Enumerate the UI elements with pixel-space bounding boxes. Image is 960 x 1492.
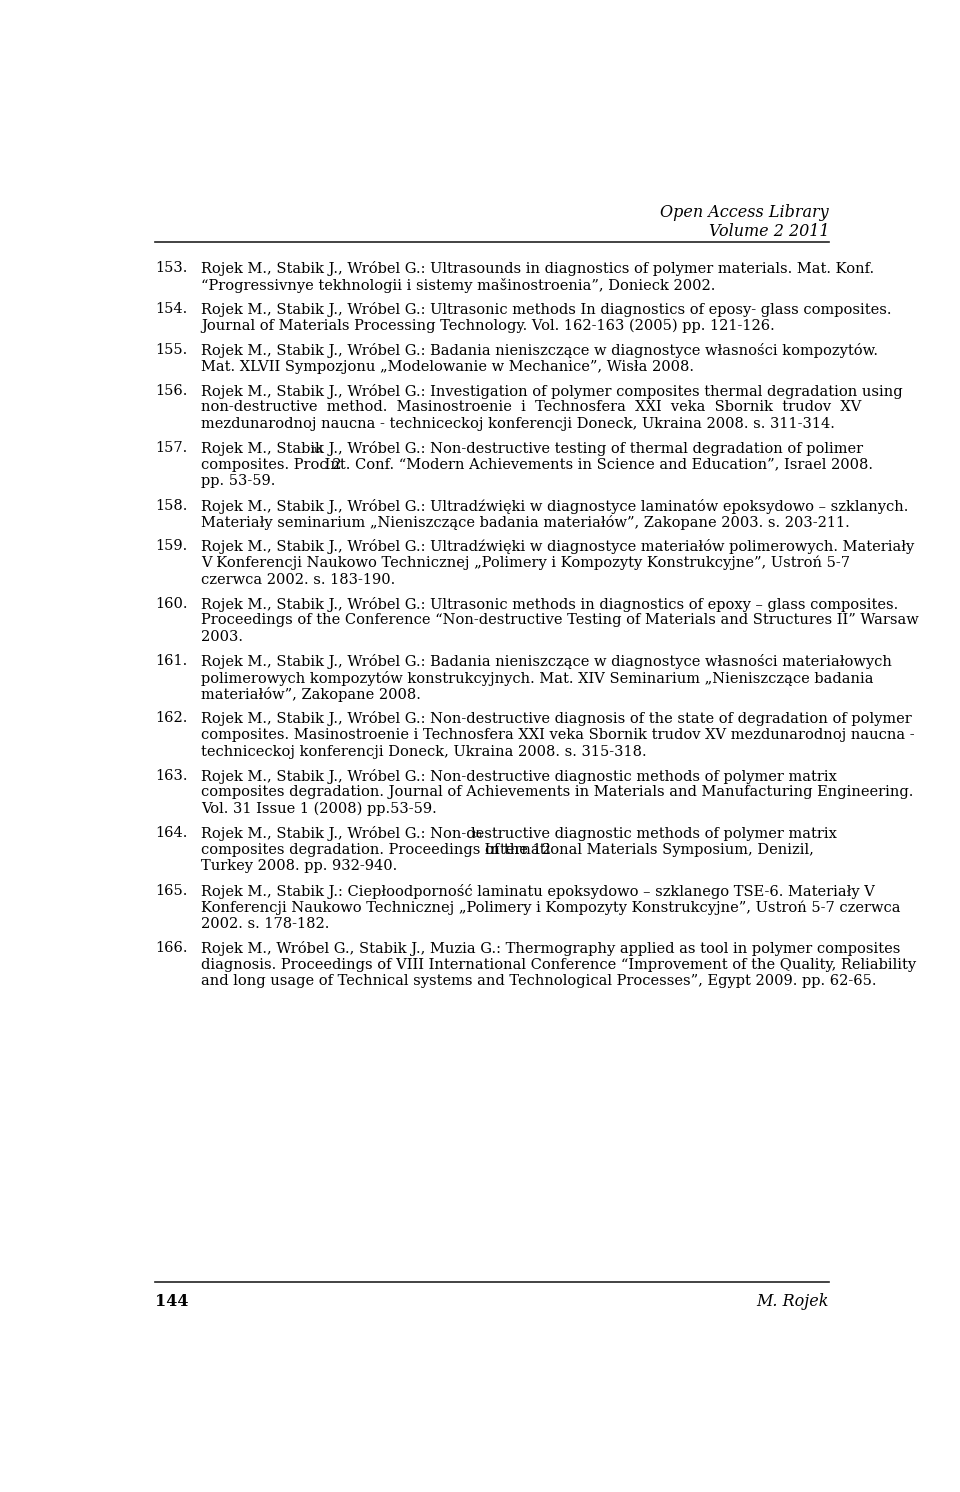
Text: M. Rojek: M. Rojek xyxy=(756,1294,829,1310)
Text: Rojek M., Wróbel G., Stabik J., Muzia G.: Thermography applied as tool in polyme: Rojek M., Wróbel G., Stabik J., Muzia G.… xyxy=(202,941,900,956)
Text: Rojek M., Stabik J., Wróbel G.: Non-destructive diagnostic methods of polymer ma: Rojek M., Stabik J., Wróbel G.: Non-dest… xyxy=(202,827,837,841)
Text: 2002. s. 178-182.: 2002. s. 178-182. xyxy=(202,916,329,931)
Text: 156.: 156. xyxy=(155,383,187,398)
Text: Rojek M., Stabik J., Wróbel G.: Investigation of polymer composites thermal degr: Rojek M., Stabik J., Wróbel G.: Investig… xyxy=(202,383,903,398)
Text: composites. Masinostroenie i Technosfera XXI veka Sbornik trudov XV mezdunarodno: composites. Masinostroenie i Technosfera… xyxy=(202,728,915,742)
Text: Rojek M., Stabik J., Wróbel G.: Non-destructive testing of thermal degradation o: Rojek M., Stabik J., Wróbel G.: Non-dest… xyxy=(202,442,863,457)
Text: 155.: 155. xyxy=(155,343,187,357)
Text: 157.: 157. xyxy=(155,442,187,455)
Text: Journal of Materials Processing Technology. Vol. 162-163 (2005) pp. 121-126.: Journal of Materials Processing Technolo… xyxy=(202,319,775,333)
Text: International Materials Symposium, Denizil,: International Materials Symposium, Deniz… xyxy=(480,843,814,856)
Text: diagnosis. Proceedings of VIII International Conference “Improvement of the Qual: diagnosis. Proceedings of VIII Internati… xyxy=(202,958,917,971)
Text: Rojek M., Stabik J., Wróbel G.: Ultrasonic methods In diagnostics of eposy- glas: Rojek M., Stabik J., Wróbel G.: Ultrason… xyxy=(202,303,892,318)
Text: Turkey 2008. pp. 932-940.: Turkey 2008. pp. 932-940. xyxy=(202,859,397,873)
Text: Rojek M., Stabik J., Wróbel G.: Ultradźwięki w diagnostyce materiałów polimerowy: Rojek M., Stabik J., Wróbel G.: Ultradźw… xyxy=(202,540,915,555)
Text: Rojek M., Stabik J., Wróbel G.: Non-destructive diagnostic methods of polymer ma: Rojek M., Stabik J., Wróbel G.: Non-dest… xyxy=(202,768,837,783)
Text: Rojek M., Stabik J., Wróbel G.: Non-destructive diagnosis of the state of degrad: Rojek M., Stabik J., Wróbel G.: Non-dest… xyxy=(202,712,912,727)
Text: Konferencji Naukowo Technicznej „Polimery i Kompozyty Konstrukcyjne”, Ustroń 5-7: Konferencji Naukowo Technicznej „Polimer… xyxy=(202,900,900,915)
Text: Rojek M., Stabik J., Wróbel G.: Ultrasounds in diagnostics of polymer materials.: Rojek M., Stabik J., Wróbel G.: Ultrasou… xyxy=(202,261,875,276)
Text: Volume 2 2011: Volume 2 2011 xyxy=(708,222,829,240)
Text: composites degradation. Journal of Achievements in Materials and Manufacturing E: composites degradation. Journal of Achie… xyxy=(202,785,914,800)
Text: Open Access Library: Open Access Library xyxy=(660,204,829,221)
Text: 162.: 162. xyxy=(155,712,187,725)
Text: materiałów”, Zakopane 2008.: materiałów”, Zakopane 2008. xyxy=(202,688,421,703)
Text: composites degradation. Proceedings of the 12: composites degradation. Proceedings of t… xyxy=(202,843,551,856)
Text: pp. 53-59.: pp. 53-59. xyxy=(202,474,276,488)
Text: Rojek M., Stabik J., Wróbel G.: Badania nieniszczące w diagnostyce własności mat: Rojek M., Stabik J., Wróbel G.: Badania … xyxy=(202,653,892,668)
Text: V Konferencji Naukowo Technicznej „Polimery i Kompozyty Konstrukcyjne”, Ustroń 5: V Konferencji Naukowo Technicznej „Polim… xyxy=(202,557,851,570)
Text: 153.: 153. xyxy=(155,261,187,276)
Text: 160.: 160. xyxy=(155,597,187,610)
Text: “Progressivnye tekhnologii i sistemy mašinostroenia”, Donieck 2002.: “Progressivnye tekhnologii i sistemy maš… xyxy=(202,278,716,292)
Text: 144: 144 xyxy=(155,1294,188,1310)
Text: 164.: 164. xyxy=(155,827,187,840)
Text: Materiały seminarium „Nieniszczące badania materiałów”, Zakopane 2003. s. 203-21: Materiały seminarium „Nieniszczące badan… xyxy=(202,515,851,530)
Text: Int. Conf. “Modern Achievements in Science and Education”, Israel 2008.: Int. Conf. “Modern Achievements in Scien… xyxy=(320,458,873,471)
Text: polimerowych kompozytów konstrukcyjnych. Mat. XIV Seminarium „Nieniszczące badan: polimerowych kompozytów konstrukcyjnych.… xyxy=(202,671,874,686)
Text: 154.: 154. xyxy=(155,303,187,316)
Text: 158.: 158. xyxy=(155,498,187,513)
Text: Mat. XLVII Sympozjonu „Modelowanie w Mechanice”, Wisła 2008.: Mat. XLVII Sympozjonu „Modelowanie w Mec… xyxy=(202,360,694,373)
Text: 161.: 161. xyxy=(155,653,187,668)
Text: Proceedings of the Conference “Non-destructive Testing of Materials and Structur: Proceedings of the Conference “Non-destr… xyxy=(202,613,919,627)
Text: techniceckoj konferencji Doneck, Ukraina 2008. s. 315-318.: techniceckoj konferencji Doneck, Ukraina… xyxy=(202,745,647,758)
Text: Rojek M., Stabik J.: Ciepłoodporność laminatu epoksydowo – szklanego TSE-6. Mate: Rojek M., Stabik J.: Ciepłoodporność lam… xyxy=(202,883,876,898)
Text: th: th xyxy=(472,830,483,839)
Text: Rojek M., Stabik J., Wróbel G.: Ultradźwięki w diagnostyce laminatów epoksydowo : Rojek M., Stabik J., Wróbel G.: Ultradźw… xyxy=(202,498,909,513)
Text: mezdunarodnoj naucna - techniceckoj konferencji Doneck, Ukraina 2008. s. 311-314: mezdunarodnoj naucna - techniceckoj konf… xyxy=(202,416,835,431)
Text: non-destructive  method.  Masinostroenie  i  Technosfera  XXI  veka  Sbornik  tr: non-destructive method. Masinostroenie i… xyxy=(202,400,862,415)
Text: Vol. 31 Issue 1 (2008) pp.53-59.: Vol. 31 Issue 1 (2008) pp.53-59. xyxy=(202,803,437,816)
Text: Rojek M., Stabik J., Wróbel G.: Badania nieniszczące w diagnostyce własności kom: Rojek M., Stabik J., Wróbel G.: Badania … xyxy=(202,343,878,358)
Text: 166.: 166. xyxy=(155,941,187,955)
Text: Rojek M., Stabik J., Wróbel G.: Ultrasonic methods in diagnostics of epoxy – gla: Rojek M., Stabik J., Wróbel G.: Ultrason… xyxy=(202,597,899,612)
Text: 163.: 163. xyxy=(155,768,187,783)
Text: 2003.: 2003. xyxy=(202,630,244,645)
Text: czerwca 2002. s. 183-190.: czerwca 2002. s. 183-190. xyxy=(202,573,396,586)
Text: composites. Proc 2: composites. Proc 2 xyxy=(202,458,342,471)
Text: nd: nd xyxy=(310,445,323,454)
Text: 159.: 159. xyxy=(155,540,187,554)
Text: 165.: 165. xyxy=(155,883,187,898)
Text: and long usage of Technical systems and Technological Processes”, Egypt 2009. pp: and long usage of Technical systems and … xyxy=(202,974,876,988)
